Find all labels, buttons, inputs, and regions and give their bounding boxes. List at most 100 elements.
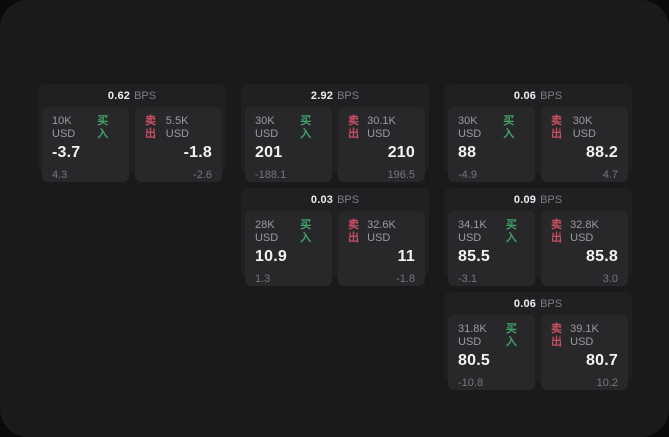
buy-panel[interactable]: 10K USD 买入 -3.7 4.3 [42,107,129,182]
bps-unit-label: BPS [337,89,360,102]
buy-panel-header: 10K USD 买入 [52,115,119,141]
buy-delta: 1.3 [255,273,271,285]
sell-panel[interactable]: 卖出 5.5K USD -1.8 -2.6 [135,107,222,182]
buy-side-label: 买入 [97,115,109,140]
bps-unit-label: BPS [134,89,157,102]
sell-delta: 3.0 [602,273,618,285]
card-header: 0.09 BPS [448,188,628,211]
sell-panel[interactable]: 卖出 32.6K USD 11 -1.8 [338,211,425,286]
quote-card: 0.62 BPS 10K USD 买入 -3.7 4.3 卖出 5.5K USD… [38,84,226,182]
sell-amount: 5.5K USD [165,115,190,140]
buy-side-label: 买入 [505,323,517,348]
bps-unit-label: BPS [540,193,563,206]
buy-price: 85.5 [458,248,490,265]
card-header: 0.03 BPS [245,188,425,211]
buy-panel[interactable]: 34.1K USD 买入 85.5 -3.1 [448,211,535,286]
buy-amount: 34.1K USD [458,219,487,244]
sell-delta: -1.8 [396,273,415,285]
quote-card: 0.06 BPS 30K USD 买入 88 -4.9 卖出 30K USD 8… [444,84,632,182]
sell-price: 88.2 [586,144,618,161]
sell-price: -1.8 [183,144,212,161]
sell-side-label: 卖出 [551,323,562,348]
sell-price: 85.8 [586,248,618,265]
bps-value: 2.92 [310,89,334,102]
card-body: 31.8K USD 买入 80.5 -10.8 卖出 39.1K USD 80.… [448,315,628,390]
sell-side-label: 卖出 [348,219,359,244]
card-body: 10K USD 买入 -3.7 4.3 卖出 5.5K USD -1.8 -2.… [42,107,222,182]
sell-side-label: 卖出 [551,115,562,140]
card-header: 0.62 BPS [42,84,222,107]
buy-panel[interactable]: 31.8K USD 买入 80.5 -10.8 [448,315,535,390]
sell-amount: 39.1K USD [570,323,599,348]
quote-card: 2.92 BPS 30K USD 买入 201 -188.1 卖出 30.1K … [241,84,429,182]
buy-amount: 31.8K USD [458,323,487,348]
sell-panel-header: 卖出 32.8K USD [551,219,618,245]
buy-amount: 10K USD [52,115,76,140]
buy-delta: -4.9 [458,169,477,181]
sell-panel[interactable]: 卖出 30.1K USD 210 196.5 [338,107,425,182]
buy-panel-header: 30K USD 买入 [458,115,525,141]
card-header: 0.06 BPS [448,84,628,107]
buy-amount: 28K USD [255,219,279,244]
buy-panel-header: 34.1K USD 买入 [458,219,525,245]
buy-panel[interactable]: 30K USD 买入 201 -188.1 [245,107,332,182]
sell-side-label: 卖出 [348,115,359,140]
sell-delta: 4.7 [602,169,618,181]
sell-delta: 10.2 [596,377,618,389]
card-body: 34.1K USD 买入 85.5 -3.1 卖出 32.8K USD 85.8… [448,211,628,286]
buy-amount: 30K USD [255,115,279,140]
buy-price: 80.5 [458,352,490,369]
sell-panel[interactable]: 卖出 30K USD 88.2 4.7 [541,107,628,182]
sell-panel-header: 卖出 5.5K USD [145,115,212,141]
bps-value: 0.06 [513,297,537,310]
buy-delta: 4.3 [52,169,68,181]
buy-delta: -188.1 [255,169,287,181]
sell-panel[interactable]: 卖出 32.8K USD 85.8 3.0 [541,211,628,286]
sell-side-label: 卖出 [551,219,562,244]
sell-amount: 30.1K USD [367,115,396,140]
buy-panel[interactable]: 30K USD 买入 88 -4.9 [448,107,535,182]
sell-delta: 196.5 [387,169,415,181]
sell-panel-header: 卖出 30.1K USD [348,115,415,141]
card-body: 30K USD 买入 88 -4.9 卖出 30K USD 88.2 4.7 [448,107,628,182]
sell-price: 80.7 [586,352,618,369]
buy-panel-header: 31.8K USD 买入 [458,323,525,349]
buy-price: -3.7 [52,144,81,161]
sell-amount: 30K USD [572,115,596,140]
card-header: 2.92 BPS [245,84,425,107]
bps-unit-label: BPS [540,297,563,310]
card-body: 28K USD 买入 10.9 1.3 卖出 32.6K USD 11 -1.8 [245,211,425,286]
bps-unit-label: BPS [337,193,360,206]
buy-price: 88 [458,144,477,161]
bps-value: 0.09 [513,193,537,206]
quote-card: 0.09 BPS 34.1K USD 买入 85.5 -3.1 卖出 32.8K… [444,188,632,286]
buy-delta: -10.8 [458,377,484,389]
sell-panel-header: 卖出 32.6K USD [348,219,415,245]
sell-amount: 32.6K USD [367,219,396,244]
buy-side-label: 买入 [300,219,312,244]
sell-amount: 32.8K USD [570,219,599,244]
bps-value: 0.03 [310,193,334,206]
buy-price: 10.9 [255,248,287,265]
sell-price: 210 [387,144,415,161]
sell-panel-header: 卖出 39.1K USD [551,323,618,349]
buy-panel-header: 30K USD 买入 [255,115,322,141]
sell-delta: -2.6 [193,169,212,181]
bps-unit-label: BPS [540,89,563,102]
card-header: 0.06 BPS [448,292,628,315]
quote-card: 0.06 BPS 31.8K USD 买入 80.5 -10.8 卖出 39.1… [444,292,632,390]
buy-amount: 30K USD [458,115,482,140]
bps-value: 0.06 [513,89,537,102]
bps-value: 0.62 [107,89,131,102]
buy-delta: -3.1 [458,273,477,285]
buy-price: 201 [255,144,283,161]
buy-side-label: 买入 [300,115,312,140]
buy-panel-header: 28K USD 买入 [255,219,322,245]
buy-panel[interactable]: 28K USD 买入 10.9 1.3 [245,211,332,286]
quote-card: 0.03 BPS 28K USD 买入 10.9 1.3 卖出 32.6K US… [241,188,429,286]
sell-price: 11 [397,248,415,265]
sell-panel[interactable]: 卖出 39.1K USD 80.7 10.2 [541,315,628,390]
card-body: 30K USD 买入 201 -188.1 卖出 30.1K USD 210 1… [245,107,425,182]
buy-side-label: 买入 [503,115,515,140]
